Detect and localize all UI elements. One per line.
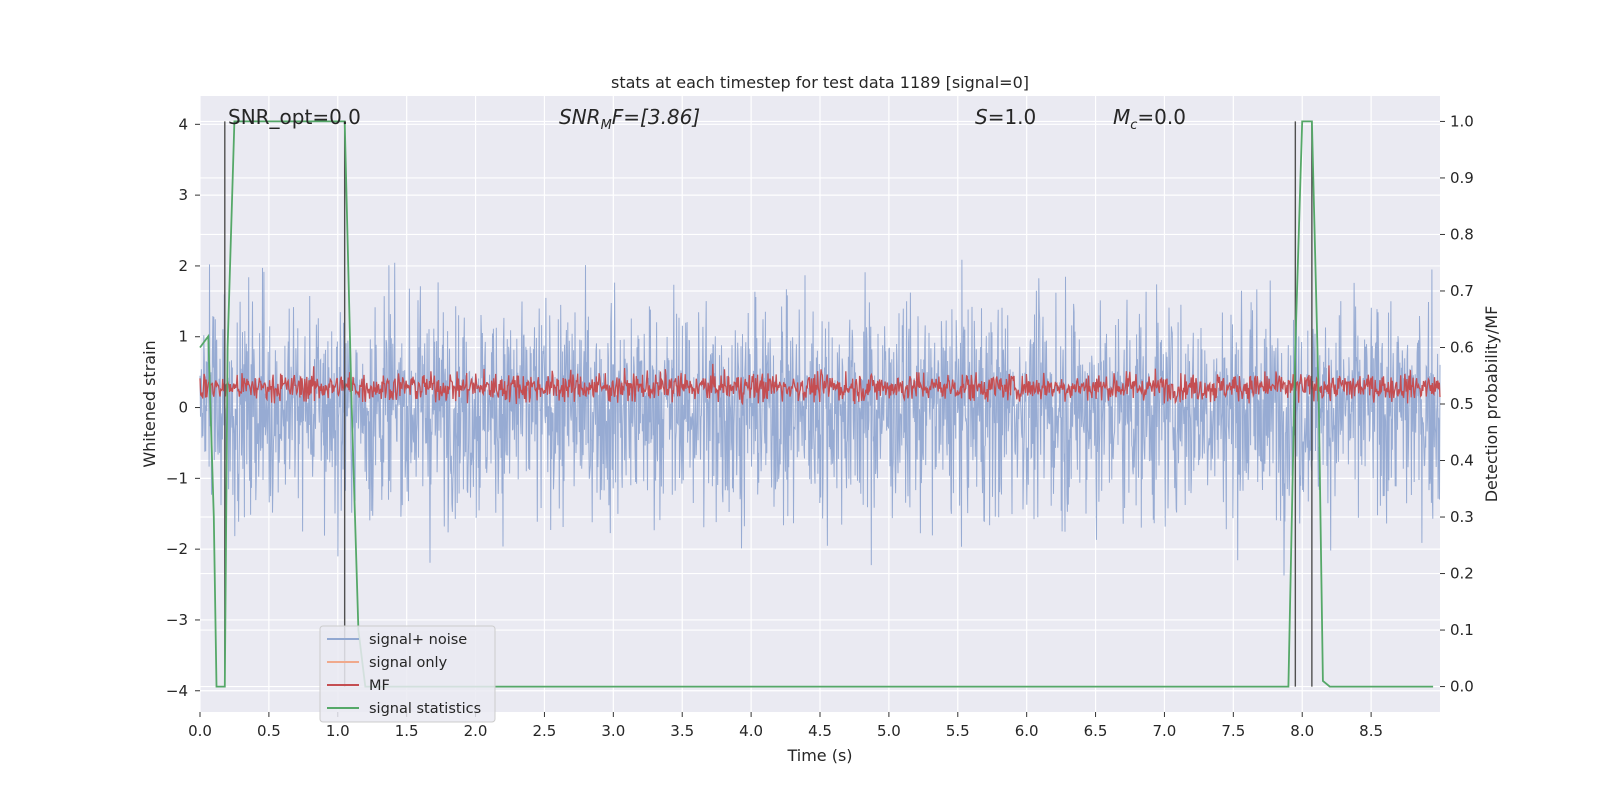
legend: signal+ noise signal only MF signal stat… <box>319 625 496 723</box>
x-tick-label: 1.0 <box>326 722 350 740</box>
mf-line <box>199 363 1441 406</box>
y-right-tick-label: 0.3 <box>1450 508 1474 526</box>
snr-mf-value: F=[3.86] <box>612 105 700 129</box>
x-tick-label: 8.0 <box>1290 722 1314 740</box>
x-tick-label: 8.5 <box>1359 722 1383 740</box>
y-tick-label: 3 <box>178 186 188 204</box>
x-tick-label: 6.0 <box>1015 722 1039 740</box>
y-tick-label: 0 <box>178 399 188 417</box>
x-axis-label: Time (s) <box>786 746 852 765</box>
y-right-tick-label: 0.2 <box>1450 565 1474 583</box>
y-right-tick-label: 0.6 <box>1450 338 1474 356</box>
y-ticks: −4 −3 −2 −1 0 1 2 3 4 <box>166 115 200 700</box>
legend-label-noise: signal+ noise <box>369 632 467 648</box>
legend-label-signal: signal only <box>369 655 448 671</box>
x-tick-label: 4.0 <box>739 722 763 740</box>
y-tick-label: −4 <box>166 682 188 700</box>
x-tick-label: 5.5 <box>946 722 970 740</box>
legend-label-mf: MF <box>369 678 390 694</box>
mc-annotation: Mc=0.0 <box>1113 105 1186 133</box>
s-symbol: S <box>975 105 988 129</box>
y-right-tick-label: 0.7 <box>1450 282 1474 300</box>
x-ticks: 0.0 0.5 1.0 1.5 2.0 2.5 3.0 3.5 4.0 4.5 5.0 5.5 6.0 6… <box>188 712 1383 740</box>
y-tick-label: −3 <box>166 611 188 629</box>
snr-opt-annotation: SNR_opt=0.0 <box>228 105 361 129</box>
x-tick-label: 7.5 <box>1221 722 1245 740</box>
mf-series <box>199 363 1441 406</box>
y-right-ticks: 0.0 0.1 0.2 0.3 0.4 0.5 0.6 0.7 0.8 0.9 1.0 <box>1440 112 1474 696</box>
x-tick-label: 7.0 <box>1153 722 1177 740</box>
x-tick-label: 5.0 <box>877 722 901 740</box>
legend-box <box>319 625 496 723</box>
signal-noise-series <box>199 259 1441 576</box>
s-value: =1.0 <box>988 105 1037 129</box>
snr-mf-subscript: M <box>601 118 612 133</box>
y-tick-label: −1 <box>166 469 188 487</box>
y-right-tick-label: 0.5 <box>1450 395 1474 413</box>
x-tick-label: 6.5 <box>1084 722 1108 740</box>
noise-line <box>199 259 1441 576</box>
x-tick-label: 2.0 <box>464 722 488 740</box>
mc-symbol: M <box>1113 105 1130 129</box>
y-right-tick-label: 0.8 <box>1450 225 1474 243</box>
mc-subscript: c <box>1130 118 1137 133</box>
y-right-tick-label: 1.0 <box>1450 112 1474 130</box>
y-tick-label: 2 <box>178 257 188 275</box>
snr-mf-symbol: SNR <box>559 105 601 129</box>
y-tick-label: 1 <box>178 328 188 346</box>
x-tick-label: 2.5 <box>533 722 557 740</box>
snr-mf-annotation: SNRMF=[3.86] <box>559 105 700 133</box>
legend-label-stats: signal statistics <box>369 701 481 717</box>
y-axis-label: Whitened strain <box>140 340 159 467</box>
x-tick-label: 0.5 <box>257 722 281 740</box>
y-right-tick-label: 0.4 <box>1450 452 1474 470</box>
chart-title: stats at each timestep for test data 118… <box>611 73 1029 92</box>
x-tick-label: 0.0 <box>188 722 212 740</box>
mc-value: =0.0 <box>1137 105 1186 129</box>
y-tick-label: 4 <box>178 115 188 133</box>
y-right-tick-label: 0.0 <box>1450 678 1474 696</box>
x-tick-label: 3.5 <box>670 722 694 740</box>
y-right-axis-label: Detection probability/MF <box>1482 306 1501 503</box>
y-tick-label: −2 <box>166 540 188 558</box>
y-right-tick-label: 0.9 <box>1450 169 1474 187</box>
y-right-tick-label: 0.1 <box>1450 621 1474 639</box>
x-tick-label: 4.5 <box>808 722 832 740</box>
s-annotation: S=1.0 <box>975 105 1036 129</box>
vertical-markers <box>224 121 1313 687</box>
x-tick-label: 1.5 <box>395 722 419 740</box>
x-tick-label: 3.0 <box>601 722 625 740</box>
